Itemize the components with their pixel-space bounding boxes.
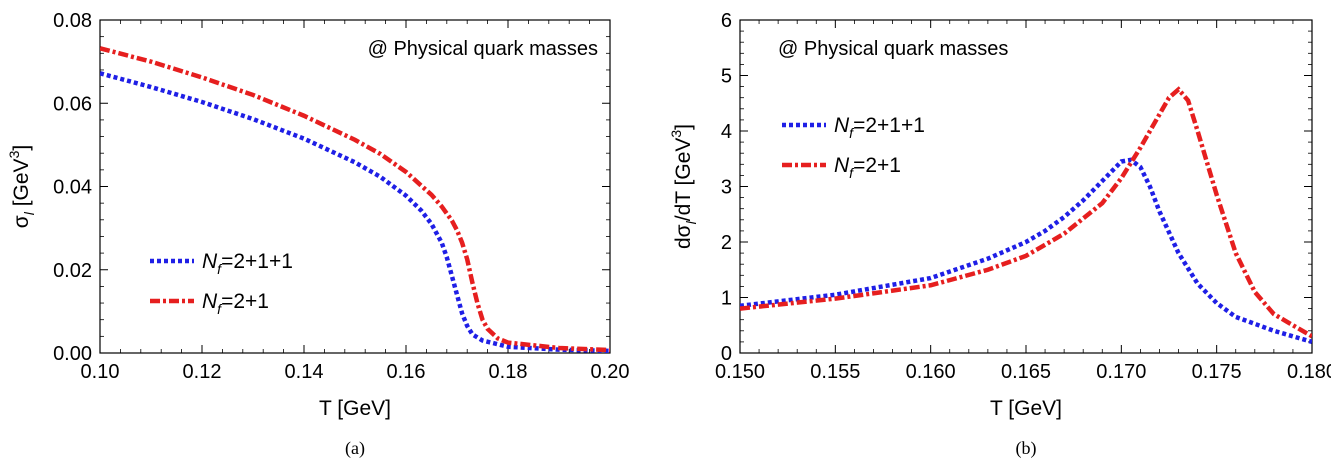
panel-caption: (b) — [1016, 438, 1037, 459]
y-axis-label-sub: l — [21, 211, 37, 215]
legend-label-main: N — [834, 114, 850, 137]
plot-frame — [739, 19, 1313, 354]
chart-panel-b: 0.150 0.155 0.160 0.165 0.170 0.175 0.180 0 1 2 3 4… — [668, 10, 1331, 459]
y-axis-label: σl [GeV3] — [6, 145, 37, 228]
legend: Nf=2+1+1Nf=2+1 — [150, 250, 293, 317]
legend-label-rest: =2+1 — [221, 290, 269, 313]
x-tick-label: 0.180 — [1287, 361, 1331, 383]
x-tick-label: 0.20 — [591, 361, 630, 383]
y-tick-label: 0.00 — [53, 343, 92, 365]
series-line-nf-2-1-1 — [100, 71, 610, 353]
legend-label-rest: =2+1 — [853, 154, 901, 177]
x-tick-label: 0.16 — [387, 361, 426, 383]
y-tick-label: 0.08 — [53, 10, 92, 32]
x-tick-label: 0.175 — [1192, 361, 1242, 383]
y-axis-label-sub: l — [683, 220, 699, 224]
y-tick-label: 1 — [721, 288, 732, 310]
panel-caption: (a) — [345, 438, 365, 459]
x-tick-label: 0.160 — [906, 361, 956, 383]
y-axis-label-rest: /dT [GeV — [672, 138, 695, 222]
legend: Nf=2+1+1Nf=2+1 — [782, 114, 925, 181]
legend-label-rest: =2+1+1 — [853, 114, 925, 137]
legend-label-rest: =2+1+1 — [221, 250, 293, 273]
chart-panel-a: 0.10 0.12 0.14 0.16 0.18 0.20 0.00 0.02 0.04 0.06… — [6, 10, 629, 459]
series-line-nf-2-1 — [740, 86, 1312, 339]
legend-label-sub: f — [849, 165, 855, 181]
y-axis-label: dσl/dT [GeV3] — [668, 124, 699, 249]
y-tick-label: 2 — [721, 232, 732, 254]
y-axis-label-rest: [GeV — [10, 158, 33, 212]
y-axis-label-base: dσ — [672, 224, 695, 249]
x-tick-label: 0.165 — [1001, 361, 1051, 383]
legend-label: Nf=2+1+1 — [202, 250, 293, 277]
y-axis-label-sup: 3 — [668, 130, 684, 138]
y-axis-label-base: σ — [10, 215, 33, 228]
y-tick-label: 5 — [721, 66, 732, 88]
annotation-text: @ Physical quark masses — [368, 38, 598, 60]
legend-label: Nf=2+1 — [202, 290, 269, 317]
y-axis-label-end: ] — [10, 145, 33, 151]
legend-label-sub: f — [849, 125, 855, 141]
x-tick-label: 0.150 — [715, 361, 765, 383]
series-line-nf-2-1-1 — [740, 157, 1312, 345]
x-tick-label: 0.18 — [489, 361, 528, 383]
y-axis-label-end: ] — [672, 124, 695, 130]
legend-label-main: N — [834, 154, 850, 177]
x-axis-label: T [GeV] — [990, 397, 1062, 420]
x-tick-label: 0.10 — [81, 361, 120, 383]
y-tick-label: 0.02 — [53, 260, 92, 282]
legend-label-main: N — [202, 290, 218, 313]
legend-label-main: N — [202, 250, 218, 273]
legend-label: Nf=2+1+1 — [834, 114, 925, 141]
y-axis-label-sup: 3 — [6, 150, 22, 158]
y-tick-label: 0.06 — [53, 93, 92, 115]
y-tick-label: 0.04 — [53, 177, 92, 199]
x-tick-label: 0.12 — [183, 361, 222, 383]
y-tick-label: 4 — [721, 121, 732, 143]
x-tick-label: 0.170 — [1096, 361, 1146, 383]
legend-label-sub: f — [217, 301, 223, 317]
series-line-nf-2-1 — [100, 46, 610, 353]
y-tick-label: 3 — [721, 177, 732, 199]
annotation-text: @ Physical quark masses — [778, 38, 1008, 60]
y-tick-label: 6 — [721, 10, 732, 32]
x-tick-label: 0.14 — [285, 361, 324, 383]
x-tick-label: 0.155 — [810, 361, 860, 383]
legend-label: Nf=2+1 — [834, 154, 901, 181]
x-axis-label: T [GeV] — [319, 397, 391, 420]
legend-label-sub: f — [217, 261, 223, 277]
y-tick-label: 0 — [721, 343, 732, 365]
